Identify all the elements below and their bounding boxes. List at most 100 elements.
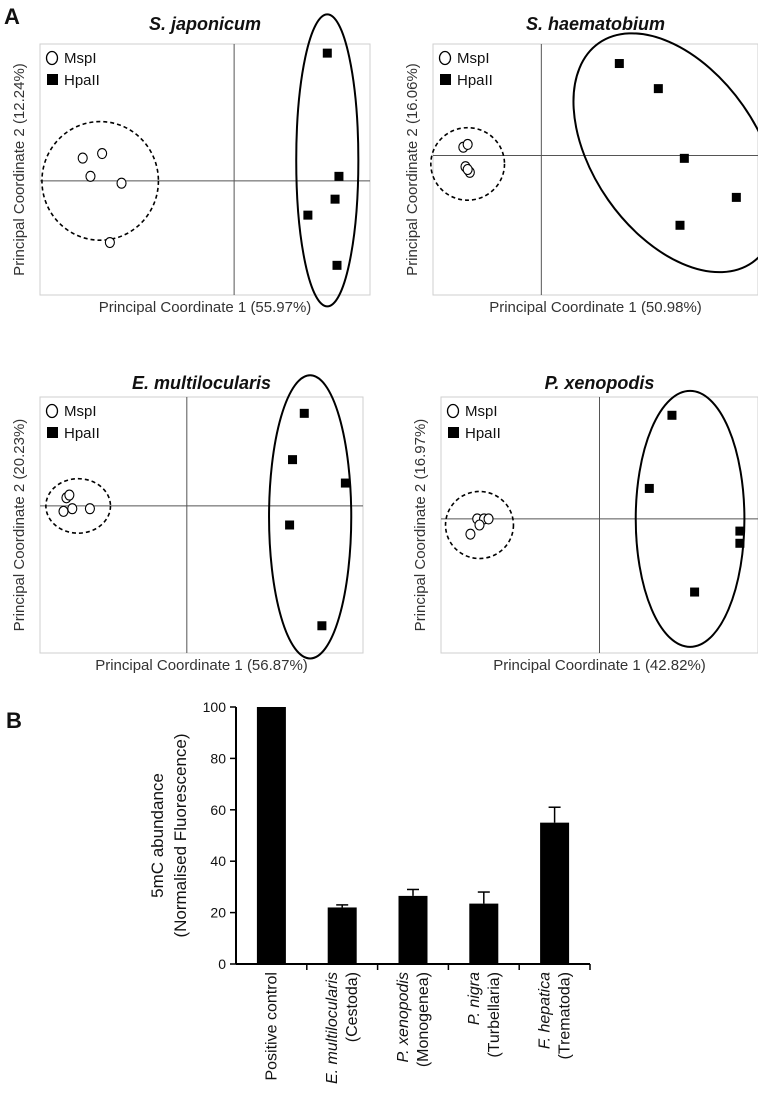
pca-plot-p-xenopodis: MspI HpaII P. xenopodis Principal Coordinat…: [412, 373, 758, 674]
bar: [469, 903, 499, 964]
plot-frame: [39, 396, 364, 654]
bar: [398, 895, 428, 964]
data-point-mspi: [85, 170, 96, 182]
bar: [256, 707, 286, 964]
data-point-hpaii: [675, 220, 685, 230]
data-point-hpaii: [644, 483, 654, 493]
category-label: Positive control: [263, 972, 280, 1081]
legend-open-circle-icon: [446, 403, 460, 419]
data-point-hpaii: [735, 526, 745, 536]
y-tick-label: 40: [210, 853, 226, 869]
plot-title: S. japonicum: [149, 14, 261, 34]
legend-open-circle-icon: [438, 50, 452, 66]
x-axis-label: Principal Coordinate 1 (56.87%): [95, 657, 308, 674]
data-point-hpaii: [322, 48, 332, 58]
cluster-ellipse-dashed: [444, 490, 515, 560]
data-point-mspi: [84, 503, 95, 515]
legend-label-mspi: MspI: [457, 50, 490, 67]
data-point-hpaii: [667, 410, 677, 420]
cluster-ellipse-dashed: [45, 477, 112, 534]
legend-filled-square-icon: [448, 427, 459, 438]
data-point-hpaii: [317, 621, 327, 631]
data-point-hpaii: [299, 408, 309, 418]
data-point-mspi: [104, 236, 115, 249]
data-point-hpaii: [340, 478, 350, 488]
bar: [327, 907, 357, 964]
legend-label-mspi: MspI: [64, 50, 97, 67]
y-tick-label: 20: [210, 905, 226, 921]
data-point-mspi: [116, 177, 127, 189]
y-axis-label: 5mC abundance: [148, 773, 167, 898]
plot-title: E. multilocularis: [132, 373, 271, 393]
data-point-hpaii: [690, 587, 700, 597]
y-tick-label: 80: [210, 750, 226, 766]
plot-frame: [39, 43, 371, 296]
data-point-hpaii: [332, 260, 342, 270]
legend-filled-square-icon: [440, 74, 451, 85]
cluster-ellipse-solid: [634, 389, 746, 648]
pca-plot-e-multilocularis: MspI HpaII E. multilocularis Principal Coor…: [11, 373, 364, 674]
y-axis-label: Principal Coordinate 2 (16.97%): [412, 419, 429, 632]
data-point-mspi: [97, 147, 108, 160]
data-point-mspi: [474, 519, 485, 531]
data-point-hpaii: [653, 84, 663, 94]
data-point-hpaii: [303, 210, 313, 220]
y-axis-label-units: (Normalised Fluorescence): [171, 733, 190, 937]
bar: [540, 822, 570, 964]
y-axis-label: Principal Coordinate 2 (12.24%): [11, 63, 28, 276]
category-label: P. nigra: [466, 972, 483, 1025]
cluster-ellipse-dashed: [430, 126, 506, 201]
data-point-hpaii: [285, 520, 295, 530]
data-point-mspi: [462, 163, 473, 176]
plot-title: S. haematobium: [526, 14, 665, 34]
cluster-ellipse-solid: [268, 374, 353, 660]
cluster-ellipse-solid: [572, 32, 758, 274]
data-point-mspi: [462, 138, 473, 150]
category-group-label: (Cestoda): [344, 972, 361, 1042]
x-axis-label: Principal Coordinate 1 (50.98%): [489, 299, 702, 316]
data-point-mspi: [465, 528, 476, 540]
legend-open-circle-icon: [45, 403, 59, 419]
pca-plot-s-japonicum: MspI HpaII S. japonicum Principal Coordinat…: [11, 13, 371, 316]
data-point-hpaii: [735, 538, 745, 548]
cluster-ellipse-dashed: [41, 120, 160, 242]
data-point-hpaii: [334, 171, 344, 181]
y-tick-label: 60: [210, 802, 226, 818]
legend-filled-square-icon: [47, 427, 58, 438]
plot-title: P. xenopodis: [545, 373, 655, 393]
data-point-mspi: [64, 489, 75, 501]
data-point-hpaii: [614, 59, 624, 69]
legend-label-hpaii: HpaII: [64, 72, 100, 89]
legend-label-mspi: MspI: [465, 403, 498, 420]
data-point-hpaii: [731, 192, 741, 202]
panel-b-label: B: [6, 708, 22, 733]
x-axis-label: Principal Coordinate 1 (42.82%): [493, 657, 706, 674]
data-point-mspi: [58, 505, 69, 517]
data-point-mspi: [77, 152, 88, 164]
bar-chart-5mc: 0 20 40 60 80 100 5mC abundance (Normalised Flu…: [148, 699, 591, 1084]
data-point-hpaii: [679, 153, 689, 163]
legend-filled-square-icon: [47, 74, 58, 85]
category-label: F. hepatica: [537, 972, 554, 1049]
legend-label-hpaii: HpaII: [465, 425, 501, 442]
legend-open-circle-icon: [45, 50, 59, 66]
category-label: E. multilocularis: [324, 972, 341, 1084]
legend-label-mspi: MspI: [64, 403, 97, 420]
data-point-hpaii: [330, 194, 340, 204]
category-group-label: (Trematoda): [557, 972, 574, 1059]
legend-label-hpaii: HpaII: [64, 425, 100, 442]
category-label: P. xenopodis: [395, 972, 412, 1062]
data-point-mspi: [67, 503, 78, 515]
cluster-ellipse-solid: [295, 13, 360, 308]
data-point-mspi: [483, 513, 494, 525]
y-tick-label: 100: [203, 699, 227, 715]
y-axis-label: Principal Coordinate 2 (16.06%): [404, 63, 421, 276]
category-group-label: (Turbellaria): [486, 972, 503, 1058]
pca-plot-s-haematobium: MspI HpaII S. haematobium Principal Coordin…: [404, 14, 758, 316]
category-group-label: (Monogenea): [415, 972, 432, 1067]
y-axis-label: Principal Coordinate 2 (20.23%): [11, 419, 28, 632]
panel-a-label: A: [4, 4, 20, 29]
x-axis-label: Principal Coordinate 1 (55.97%): [99, 299, 312, 316]
legend-label-hpaii: HpaII: [457, 72, 493, 89]
